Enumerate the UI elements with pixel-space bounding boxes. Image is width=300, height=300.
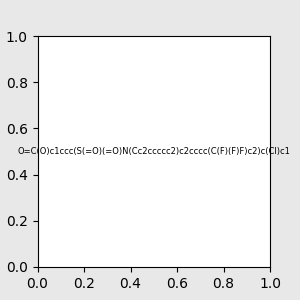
- Text: O=C(O)c1ccc(S(=O)(=O)N(Cc2ccccc2)c2cccc(C(F)(F)F)c2)c(Cl)c1: O=C(O)c1ccc(S(=O)(=O)N(Cc2ccccc2)c2cccc(…: [17, 147, 290, 156]
